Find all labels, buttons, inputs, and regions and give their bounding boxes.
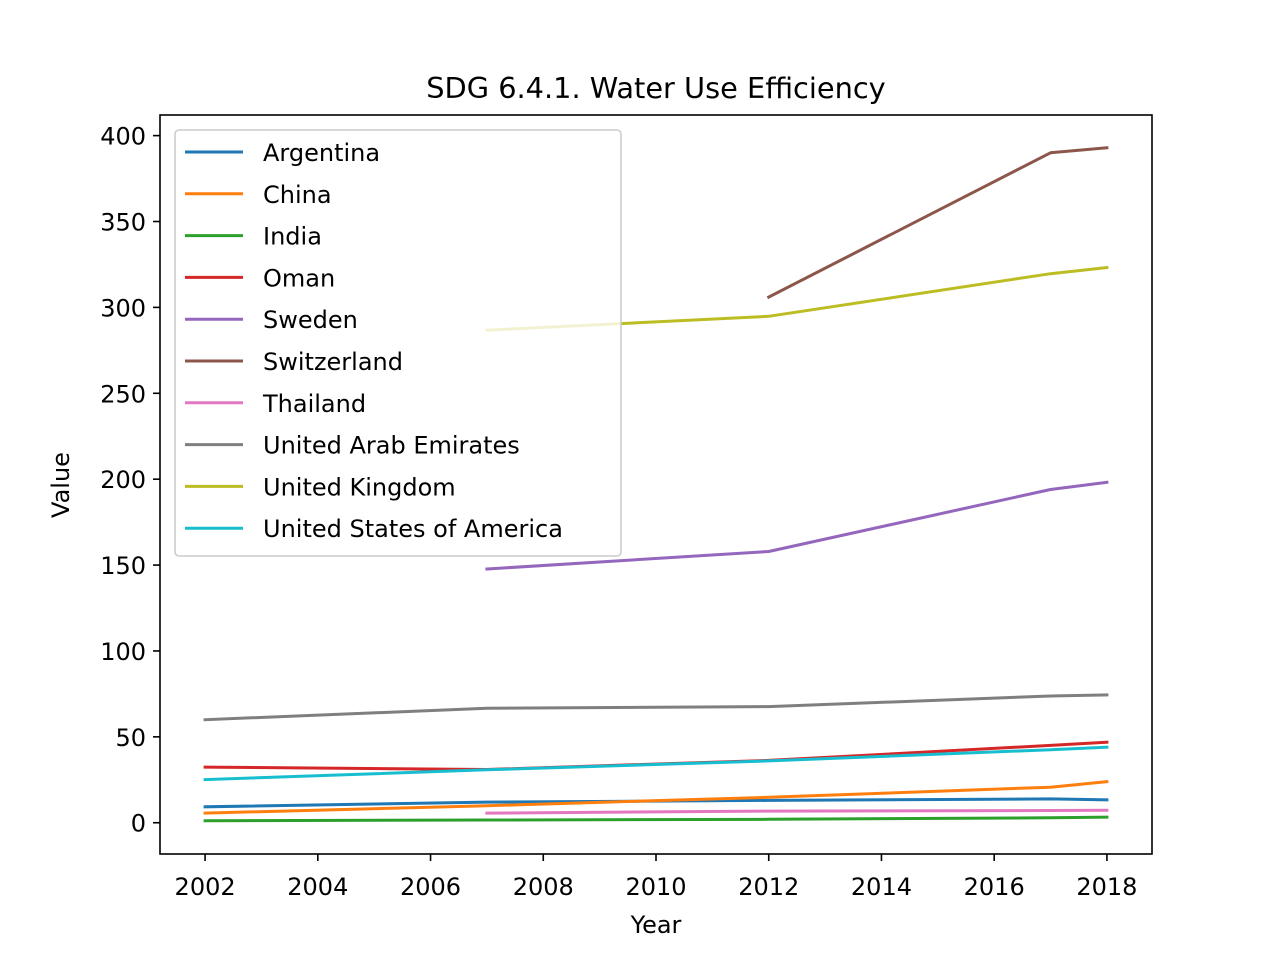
series-line-switzerland bbox=[766, 146, 1109, 300]
x-tick-label: 2018 bbox=[1076, 873, 1137, 901]
legend-label-united-states-of-america: United States of America bbox=[263, 515, 563, 543]
legend-box bbox=[174, 129, 622, 557]
series-line-india bbox=[203, 815, 1109, 823]
series-line-sweden bbox=[485, 480, 1109, 571]
y-tick-label: 400 bbox=[100, 123, 146, 151]
x-tick-label: 2006 bbox=[400, 873, 461, 901]
x-tick-label: 2008 bbox=[513, 873, 574, 901]
y-tick-label: 300 bbox=[100, 294, 146, 322]
legend-label-china: China bbox=[263, 181, 332, 209]
y-tick-label: 100 bbox=[100, 638, 146, 666]
x-tick-label: 2002 bbox=[175, 873, 236, 901]
x-tick-label: 2016 bbox=[964, 873, 1025, 901]
legend-label-united-kingdom: United Kingdom bbox=[263, 473, 456, 501]
series-line-argentina bbox=[203, 797, 1109, 809]
x-tick-label: 2012 bbox=[738, 873, 799, 901]
chart-title: SDG 6.4.1. Water Use Efficiency bbox=[426, 71, 885, 105]
x-tick-label: 2014 bbox=[851, 873, 912, 901]
legend: Argentina China India Oman Sweden Switzerland… bbox=[174, 129, 622, 557]
series-line-united-kingdom bbox=[485, 265, 1109, 332]
y-tick-label: 200 bbox=[100, 466, 146, 494]
y-tick-label: 250 bbox=[100, 380, 146, 408]
series-line-thailand bbox=[485, 808, 1109, 815]
y-axis-label: Value bbox=[47, 452, 75, 518]
plot-area: 2002 2004 2006 2008 2010 2012 2014 2016 2018 0 50 1… bbox=[100, 114, 1153, 901]
y-tick-label: 350 bbox=[100, 209, 146, 237]
series-line-united-arab-emirates bbox=[203, 693, 1109, 722]
x-tick-label: 2010 bbox=[625, 873, 686, 901]
y-tick-label: 150 bbox=[100, 552, 146, 580]
legend-label-india: India bbox=[263, 223, 322, 251]
legend-label-sweden: Sweden bbox=[263, 306, 358, 334]
legend-label-united-arab-emirates: United Arab Emirates bbox=[263, 432, 520, 460]
legend-label-thailand: Thailand bbox=[262, 390, 366, 418]
y-tick-label: 0 bbox=[131, 810, 146, 838]
series-line-united-states-of-america bbox=[203, 745, 1109, 782]
legend-label-argentina: Argentina bbox=[263, 139, 380, 167]
legend-label-oman: Oman bbox=[263, 264, 335, 292]
x-axis-label: Year bbox=[630, 911, 682, 939]
y-tick-label: 50 bbox=[115, 724, 146, 752]
legend-label-switzerland: Switzerland bbox=[263, 348, 403, 376]
x-tick-label: 2004 bbox=[287, 873, 348, 901]
series-line-china bbox=[203, 780, 1109, 815]
